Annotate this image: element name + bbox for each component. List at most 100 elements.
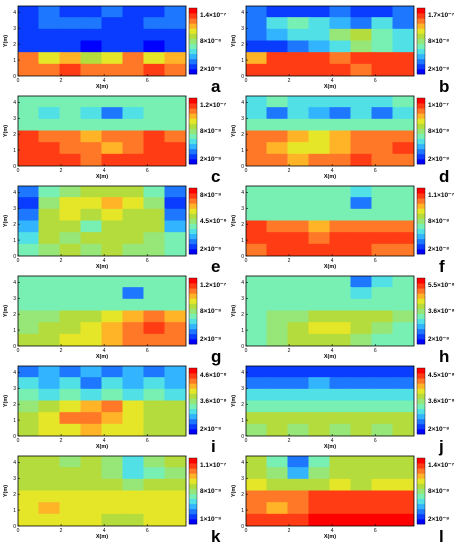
y-tick-label: 4: [13, 10, 16, 16]
contour-blob: [373, 221, 392, 232]
contour-blob: [103, 480, 122, 491]
x-tick-label: 0: [17, 348, 20, 354]
colorbar-segment: [189, 43, 197, 50]
contour-blob: [103, 18, 122, 29]
contour-blob: [331, 53, 350, 64]
contour-blob: [166, 221, 185, 232]
contour-blob: [331, 120, 350, 131]
colorbar-segment: [189, 473, 197, 479]
contour-blob: [268, 401, 287, 412]
contour-blob: [166, 378, 185, 389]
contour-blob: [352, 198, 371, 209]
contour-blob: [331, 480, 350, 491]
contour-blob: [331, 390, 350, 401]
colorbar-segment: [189, 103, 197, 109]
contour-blob: [145, 468, 164, 479]
x-tick-label: 4: [103, 168, 106, 174]
colorbar-segment: [189, 293, 197, 299]
colorbar-label: 1.2×10⁻⁷: [200, 102, 226, 109]
colorbar-segment: [417, 493, 425, 500]
contour-blob: [352, 503, 371, 514]
contour-blob: [82, 131, 101, 142]
contour-blob: [166, 41, 185, 52]
contour-blob: [268, 288, 287, 299]
x-tick-label: 2: [288, 438, 291, 444]
colorbar-segment: [189, 153, 197, 160]
y-tick-label: 1: [241, 508, 244, 514]
contour-blob: [19, 96, 38, 107]
contour-blob: [40, 491, 59, 502]
colorbar-segment: [189, 333, 197, 340]
contour-blob: [19, 468, 38, 479]
y-tick-label: 4: [13, 100, 16, 106]
colorbar-segment: [417, 188, 425, 194]
colorbar-segment: [189, 413, 197, 420]
contour-blob: [166, 480, 185, 491]
contour-blob: [394, 335, 413, 346]
colorbar-segment: [417, 283, 425, 289]
contour-blob: [145, 30, 164, 41]
contour-blob: [289, 300, 308, 311]
contour-blob: [61, 300, 80, 311]
contour-blob: [352, 41, 371, 52]
colorbar-label: 1.7×10⁻⁷: [428, 12, 454, 19]
contour-blob: [82, 480, 101, 491]
y-tick-label: 3: [13, 296, 16, 302]
contour-blob: [352, 96, 371, 107]
contour-blob: [145, 491, 164, 502]
colorbar-frame: [188, 277, 198, 345]
colorbar-segment: [189, 18, 197, 24]
panel-h: 0 1 2 3 4 0 2 4 6 X(m) Y(m) 5.5×10⁻⁸ 3.6×10⁻⁸ 2×10⁻⁸ h: [231, 275, 455, 366]
contour-blob: [145, 108, 164, 119]
colorbar-label: 4.6×10⁻⁸: [200, 372, 227, 379]
contour-blob: [394, 245, 413, 256]
contour-blob: [40, 323, 59, 334]
contour-blob: [268, 515, 287, 526]
colorbar-segment: [417, 308, 425, 314]
contour-blob: [247, 311, 266, 322]
contour-blob: [145, 221, 164, 232]
contour-blob: [289, 131, 308, 142]
contour-blob: [145, 503, 164, 514]
contour-blob: [145, 245, 164, 256]
y-tick-label: 0: [13, 434, 16, 440]
contour-blob: [124, 288, 143, 299]
contour-blob: [352, 155, 371, 166]
x-tick-label: 2: [288, 348, 291, 354]
contour-blob: [61, 30, 80, 41]
y-tick-label: 4: [241, 460, 244, 466]
y-tick-label: 0: [241, 164, 244, 170]
contour-blob: [310, 311, 329, 322]
contour-blob: [394, 323, 413, 334]
x-axis-label: X(m): [96, 264, 108, 270]
contour-blob: [373, 65, 392, 76]
contour-blob: [61, 108, 80, 119]
contour-blob: [331, 198, 350, 209]
contour-blob: [166, 366, 185, 377]
x-tick-label: 2: [60, 528, 63, 534]
colorbar-segment: [417, 423, 425, 430]
contour-blob: [19, 335, 38, 346]
contour-blob: [247, 53, 266, 64]
y-axis-label: Y(m): [231, 395, 237, 407]
colorbar-segment: [189, 368, 197, 374]
heatmap-field: [18, 456, 186, 526]
contour-blob: [19, 456, 38, 467]
contour-blob: [40, 221, 59, 232]
contour-blob: [61, 131, 80, 142]
contour-blob: [289, 311, 308, 322]
contour-blob: [145, 6, 164, 17]
contour-blob: [310, 323, 329, 334]
colorbar-label: 8×10⁻⁸: [428, 488, 449, 495]
colorbar-segment: [417, 103, 425, 109]
contour-blob: [394, 233, 413, 244]
contour-blob: [40, 276, 59, 287]
contour-blob: [166, 198, 185, 209]
contour-blob: [166, 276, 185, 287]
y-tick-label: 0: [13, 74, 16, 80]
colorbar-segment: [189, 288, 197, 294]
contour-blob: [40, 131, 59, 142]
contour-blob: [268, 6, 287, 17]
colorbar-segment: [189, 463, 197, 469]
contour-blob: [352, 515, 371, 526]
